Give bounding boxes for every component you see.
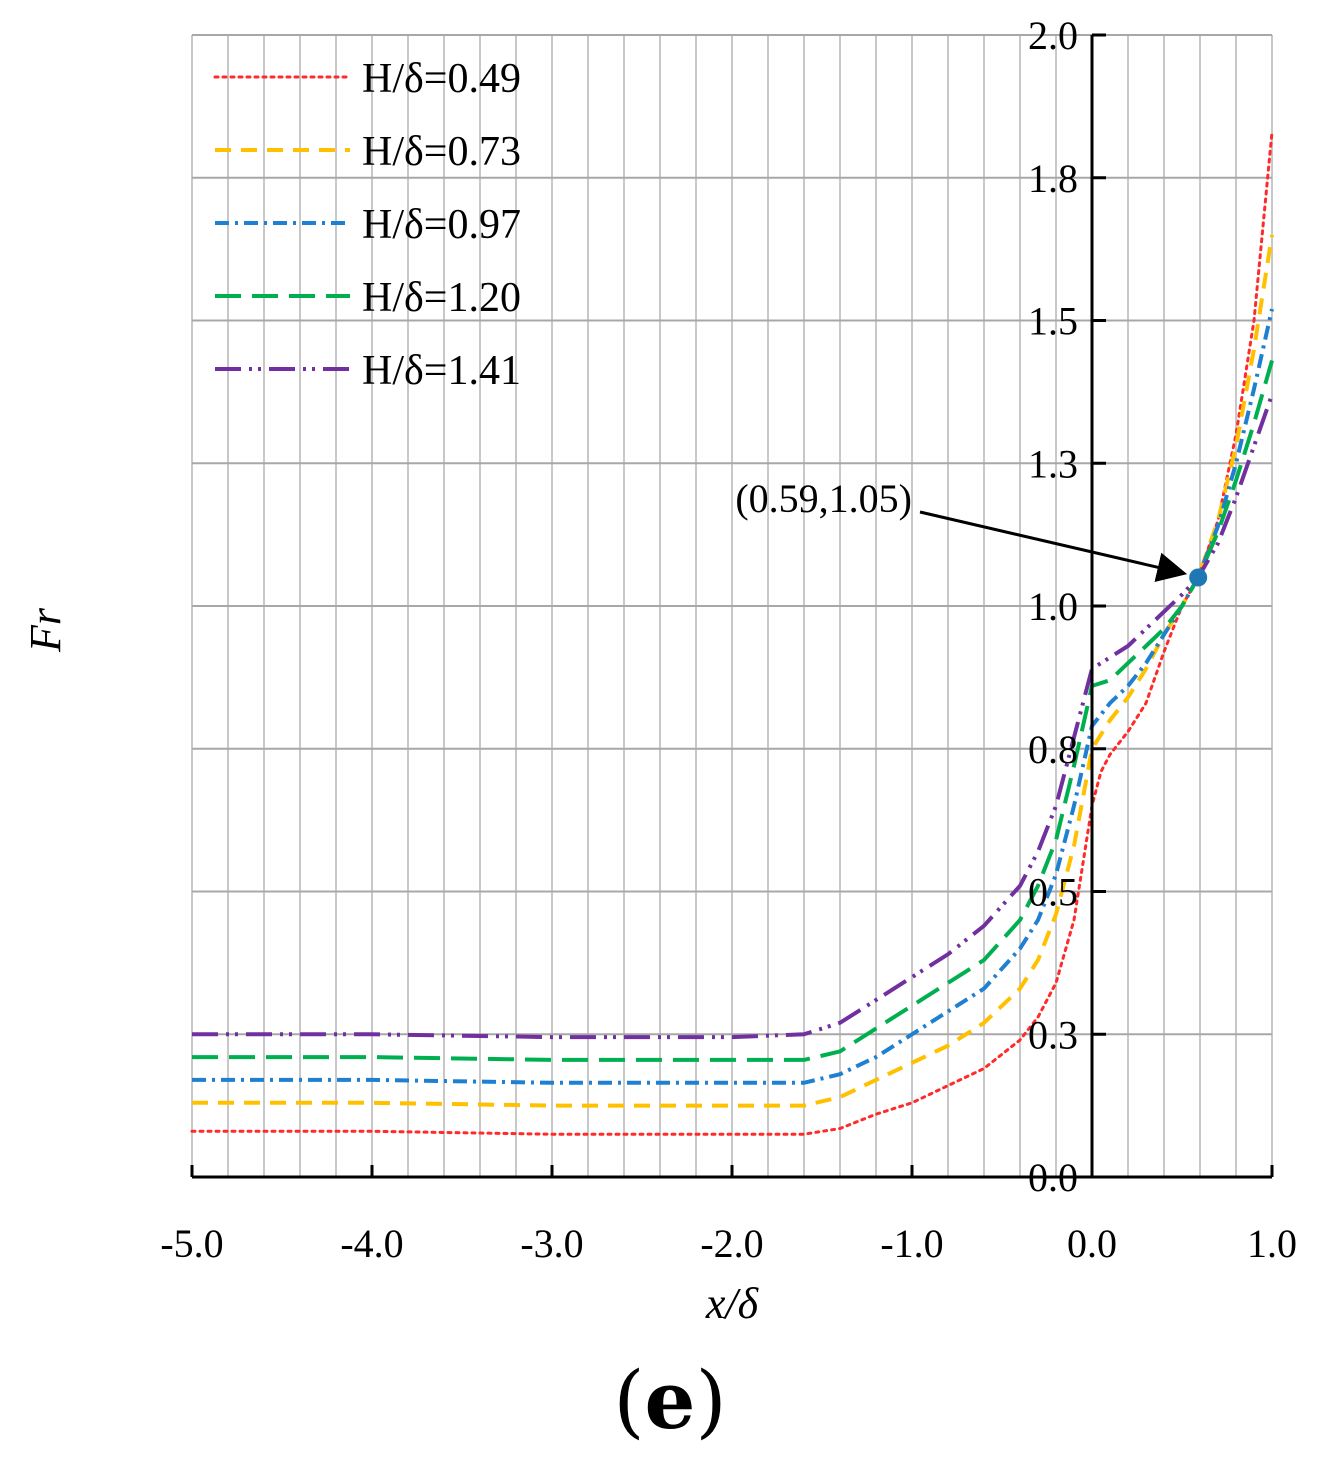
panel-label-open: ( [613, 1354, 644, 1447]
legend: H/δ=0.49 H/δ=0.73 H/δ=0.97 H/δ=1.20 H/δ=1.41 [213, 56, 521, 394]
y-tick-label: 1.0 [1028, 584, 1078, 629]
legend-label-5: H/δ=1.41 [362, 348, 521, 394]
axes: -5.0 -4.0 -3.0 -2.0 -1.0 0.0 1.0 0.0 0.3 0.5 0.8 1.… [160, 13, 1297, 1266]
annotation-point [1189, 568, 1208, 587]
panel-label-close: ) [695, 1354, 726, 1447]
y-tick-label: 0.3 [1028, 1012, 1078, 1057]
series-line-1 [190, 130, 1274, 1136]
y-tick-label: 2.0 [1028, 13, 1078, 58]
y-tick-label: 0.0 [1028, 1155, 1078, 1200]
annotation-arrow [919, 510, 1188, 582]
x-tick-label: -2.0 [700, 1221, 763, 1266]
legend-label-3: H/δ=0.97 [362, 202, 521, 248]
x-tick-label: -5.0 [160, 1221, 223, 1266]
legend-label-1: H/δ=0.49 [362, 56, 521, 102]
x-tick-label: 0.0 [1067, 1221, 1117, 1266]
y-tick-label: 0.5 [1028, 870, 1078, 915]
y-tick-label: 1.3 [1028, 441, 1078, 486]
annotation-label: (0.59,1.05) [735, 476, 912, 521]
panel-label: (e) [613, 1353, 726, 1447]
annotation: (0.59,1.05) [735, 476, 1208, 587]
x-tick-label: 1.0 [1247, 1221, 1297, 1266]
legend-label-2: H/δ=0.73 [362, 129, 521, 175]
grid [191, 34, 1273, 1178]
x-tick-label: -1.0 [880, 1221, 943, 1266]
y-tick-label: 1.8 [1028, 156, 1078, 201]
legend-label-4: H/δ=1.20 [362, 275, 521, 321]
y-tick-label: 0.8 [1028, 727, 1078, 772]
y-tick-label: 1.5 [1028, 299, 1078, 344]
y-axis-title: Fr [21, 607, 70, 653]
x-axis-title: x/δ [705, 1279, 760, 1328]
panel-label-letter: e [645, 1353, 696, 1447]
x-tick-label: -3.0 [520, 1221, 583, 1266]
x-tick-label: -4.0 [340, 1221, 403, 1266]
